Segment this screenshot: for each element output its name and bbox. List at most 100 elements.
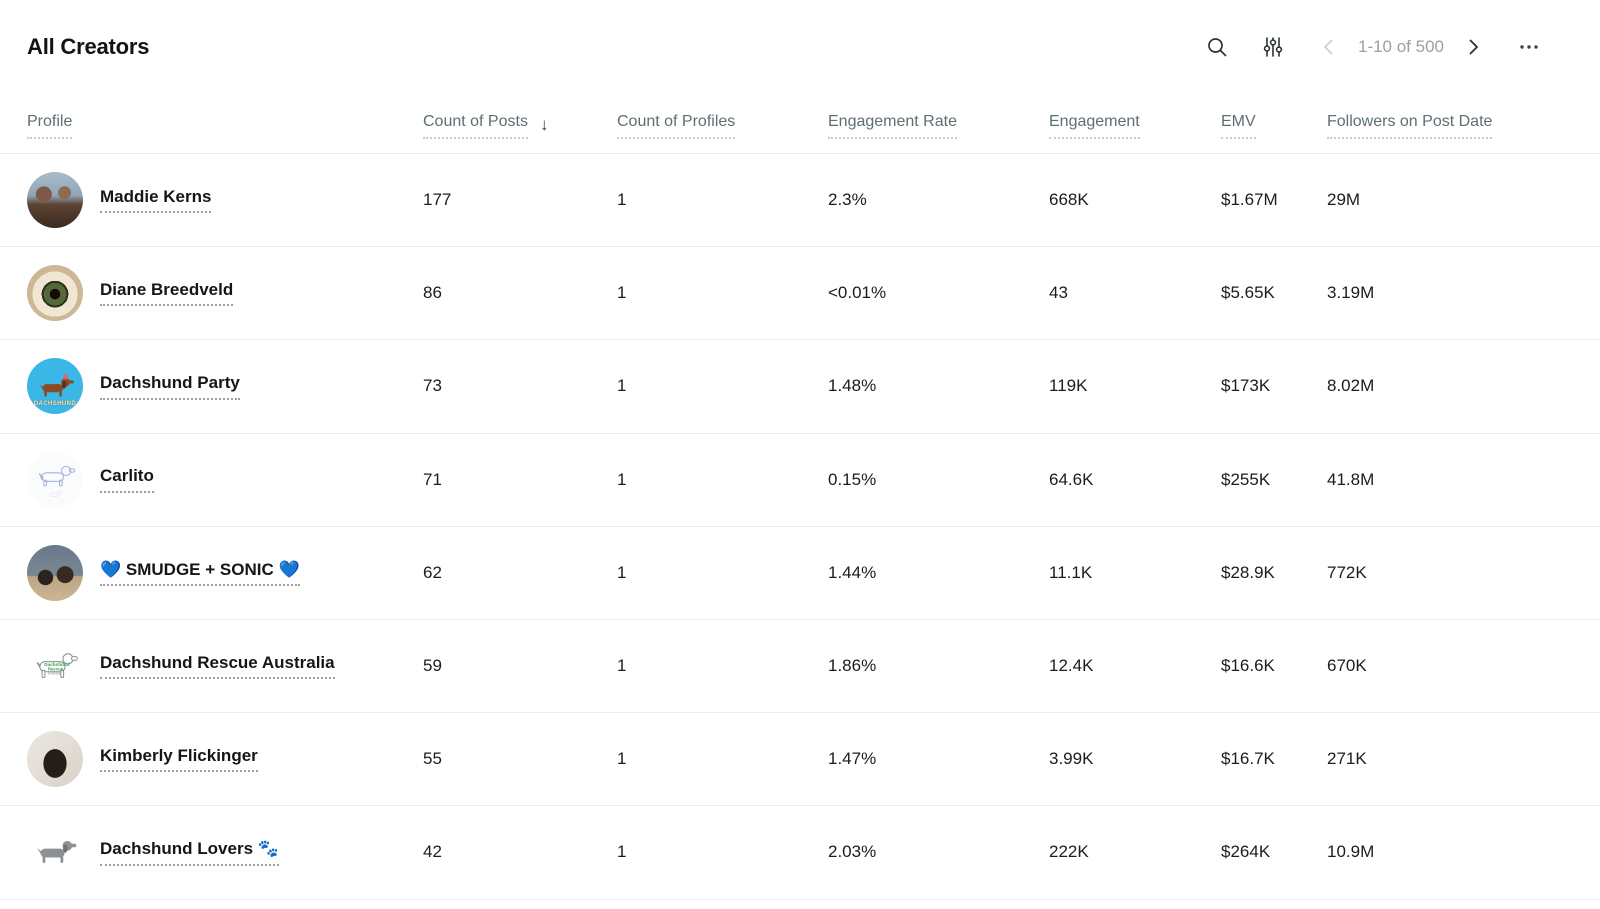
creator-name-link[interactable]: 💙 SMUDGE + SONIC 💙	[100, 560, 300, 587]
profile-cell: 💙 SMUDGE + SONIC 💙	[27, 544, 423, 601]
sort-desc-icon: ↓	[539, 115, 549, 134]
count-of-profiles-value: 1	[617, 283, 627, 303]
column-header-engagement-rate[interactable]: Engagement Rate	[828, 113, 1049, 139]
column-label: Engagement Rate	[828, 113, 957, 139]
column-header-emv[interactable]: EMV	[1221, 113, 1327, 139]
emv-value: $16.6K	[1221, 656, 1275, 676]
count-of-profiles-value: 1	[617, 656, 627, 676]
dachshund-lovers-avatar[interactable]	[27, 824, 83, 881]
count-of-profiles-value: 1	[617, 190, 627, 210]
engagement-value: 64.6K	[1049, 469, 1094, 489]
count-of-posts-value: 42	[423, 842, 442, 862]
column-label: Followers on Post Date	[1327, 113, 1493, 139]
followers-on-post-date-value: 29M	[1327, 190, 1361, 210]
profile-cell: Dachshund Lovers 🐾	[27, 824, 423, 881]
count-of-posts-value: 62	[423, 562, 442, 582]
engagement-rate-value: 1.47%	[828, 749, 877, 769]
followers-on-post-date-value: 10.9M	[1327, 842, 1375, 862]
table-row: DACHSHUND Dachshund Party 73 1 1.48% 119K $17…	[0, 340, 1600, 434]
column-label: EMV	[1221, 113, 1256, 139]
smudge-sonic-avatar[interactable]	[27, 544, 83, 601]
followers-on-post-date-value: 3.19M	[1327, 283, 1375, 303]
svg-text:Australia: Australia	[48, 672, 61, 676]
emv-value: $1.67M	[1221, 190, 1278, 210]
creator-name-link[interactable]: Carlito	[100, 466, 154, 493]
engagement-rate-value: <0.01%	[828, 283, 887, 303]
emv-value: $16.7K	[1221, 749, 1275, 769]
page-title: All Creators	[27, 34, 150, 59]
filters-sliders-icon	[1261, 35, 1285, 59]
pagination-range: 1-10 of 500	[1357, 37, 1444, 56]
profile-cell: Kimberly Flickinger	[27, 731, 423, 788]
count-of-posts-value: 71	[423, 469, 442, 489]
count-of-posts-value: 86	[423, 283, 442, 303]
table-row: Dachshund Lovers 🐾 42 1 2.03% 222K $264K 10.9M	[0, 806, 1600, 900]
column-header-followers-on-post-date[interactable]: Followers on Post Date	[1327, 113, 1600, 139]
column-label: Count of Profiles	[617, 113, 736, 139]
count-of-profiles-value: 1	[617, 376, 627, 396]
count-of-posts-value: 59	[423, 656, 442, 676]
profile-cell: Carlito	[27, 451, 423, 508]
followers-on-post-date-value: 8.02M	[1327, 376, 1375, 396]
creator-name-link[interactable]: Dachshund Party	[100, 373, 240, 400]
dachshund-rescue-australia-avatar[interactable]: Dachshund Rescue Australia	[27, 638, 83, 695]
engagement-rate-value: 1.48%	[828, 376, 877, 396]
column-label: Count of Posts	[423, 113, 528, 139]
dachshund-party-avatar[interactable]: DACHSHUND	[27, 358, 83, 415]
engagement-value: 668K	[1049, 190, 1089, 210]
svg-text:Rescue: Rescue	[48, 666, 64, 671]
kimberly-flickinger-avatar[interactable]	[27, 731, 83, 788]
creator-name-link[interactable]: Dachshund Rescue Australia	[100, 653, 335, 680]
topbar: All Creators	[0, 0, 1600, 64]
count-of-profiles-value: 1	[617, 469, 627, 489]
count-of-profiles-value: 1	[617, 749, 627, 769]
table-row: Dachshund Rescue Australia Dachshund Res…	[0, 620, 1600, 714]
profile-cell: Maddie Kerns	[27, 172, 423, 229]
diane-breedveld-avatar[interactable]	[27, 265, 83, 322]
creator-name-link[interactable]: Diane Breedveld	[100, 280, 234, 307]
engagement-value: 222K	[1049, 842, 1089, 862]
creator-name-link[interactable]: Kimberly Flickinger	[100, 746, 258, 773]
emv-value: $173K	[1221, 376, 1271, 396]
carlito-avatar[interactable]	[27, 451, 83, 508]
maddie-kerns-avatar[interactable]	[27, 172, 83, 229]
table-row: Maddie Kerns 177 1 2.3% 668K $1.67M 29M	[0, 154, 1600, 248]
count-of-posts-value: 55	[423, 749, 442, 769]
emv-value: $5.65K	[1221, 283, 1275, 303]
engagement-value: 43	[1049, 283, 1068, 303]
column-label: Profile	[27, 113, 73, 139]
column-label: Engagement	[1049, 113, 1140, 139]
column-header-engagement[interactable]: Engagement	[1049, 113, 1221, 139]
engagement-rate-value: 2.03%	[828, 842, 877, 862]
count-of-profiles-value: 1	[617, 562, 627, 582]
profile-cell: Diane Breedveld	[27, 265, 423, 322]
table-controls: 1-10 of 500	[1202, 32, 1544, 62]
creator-name-link[interactable]: Maddie Kerns	[100, 187, 212, 214]
followers-on-post-date-value: 41.8M	[1327, 469, 1375, 489]
more-options-button[interactable]	[1514, 32, 1544, 62]
profile-cell: DACHSHUND Dachshund Party	[27, 358, 423, 415]
column-header-profile[interactable]: Profile	[27, 113, 423, 139]
table-row: 💙 SMUDGE + SONIC 💙 62 1 1.44% 11.1K $28.9K 772…	[0, 527, 1600, 620]
previous-page-button[interactable]	[1314, 32, 1344, 62]
engagement-value: 119K	[1049, 376, 1088, 396]
svg-text:Dachshund: Dachshund	[44, 662, 70, 667]
filters-button[interactable]	[1258, 32, 1288, 62]
table-body: Maddie Kerns 177 1 2.3% 668K $1.67M 29M Diane B…	[0, 154, 1600, 900]
search-button[interactable]	[1202, 32, 1232, 62]
profile-cell: Dachshund Rescue Australia Dachshund Res…	[27, 638, 423, 695]
creator-name-link[interactable]: Dachshund Lovers 🐾	[100, 839, 279, 866]
emv-value: $255K	[1221, 469, 1271, 489]
emv-value: $264K	[1221, 842, 1271, 862]
table-row: Kimberly Flickinger 55 1 1.47% 3.99K $16.7K 27…	[0, 713, 1600, 807]
column-header-count-of-profiles[interactable]: Count of Profiles	[617, 113, 828, 139]
followers-on-post-date-value: 772K	[1327, 562, 1367, 582]
column-header-count-of-posts[interactable]: Count of Posts ↓	[423, 113, 617, 139]
chevron-right-icon	[1462, 36, 1484, 58]
engagement-value: 3.99K	[1049, 749, 1094, 769]
next-page-button[interactable]	[1458, 32, 1488, 62]
followers-on-post-date-value: 271K	[1327, 749, 1367, 769]
engagement-value: 11.1K	[1049, 562, 1093, 582]
followers-on-post-date-value: 670K	[1327, 656, 1367, 676]
count-of-posts-value: 177	[423, 190, 452, 210]
